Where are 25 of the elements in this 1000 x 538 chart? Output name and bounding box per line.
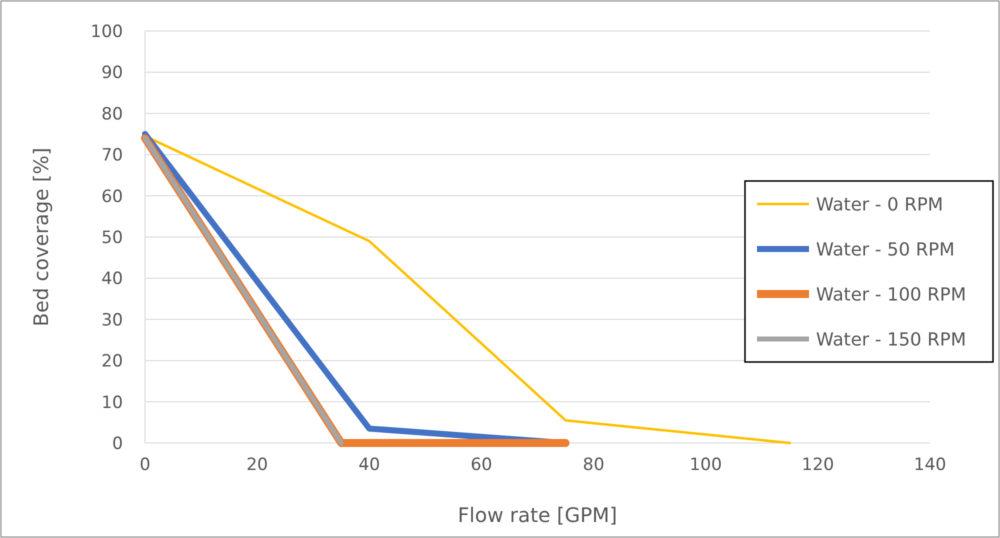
y-tick-label: 10	[101, 392, 123, 413]
x-tick-label: 40	[358, 455, 380, 475]
x-axis-title: Flow rate [GPM]	[458, 503, 618, 527]
y-tick-label: 90	[101, 63, 123, 84]
legend-label: Water - 50 RPM	[816, 239, 955, 260]
x-tick-label: 100	[689, 455, 722, 475]
y-tick-label: 100	[90, 22, 123, 42]
x-tick-label: 140	[914, 455, 946, 475]
x-tick-label: 20	[246, 455, 268, 475]
y-tick-label: 30	[101, 310, 123, 330]
x-tick-label: 60	[470, 455, 492, 475]
y-tick-label: 0	[112, 434, 123, 454]
y-axis-title: Bed coverage [%]	[29, 148, 53, 326]
legend-label: Water - 0 RPM	[816, 194, 944, 216]
legend-label: Water - 100 RPM	[816, 284, 966, 306]
y-tick-label: 60	[101, 186, 123, 207]
legend-label: Water - 150 RPM	[816, 329, 966, 350]
x-tick-label: 120	[802, 455, 834, 475]
y-tick-label: 70	[101, 146, 123, 166]
y-tick-label: 20	[101, 352, 123, 372]
x-tick-label: 80	[582, 455, 604, 475]
x-tick-label: 0	[140, 455, 150, 475]
y-tick-label: 50	[101, 228, 123, 248]
y-tick-label: 80	[101, 104, 123, 124]
y-tick-label: 40	[101, 269, 123, 290]
